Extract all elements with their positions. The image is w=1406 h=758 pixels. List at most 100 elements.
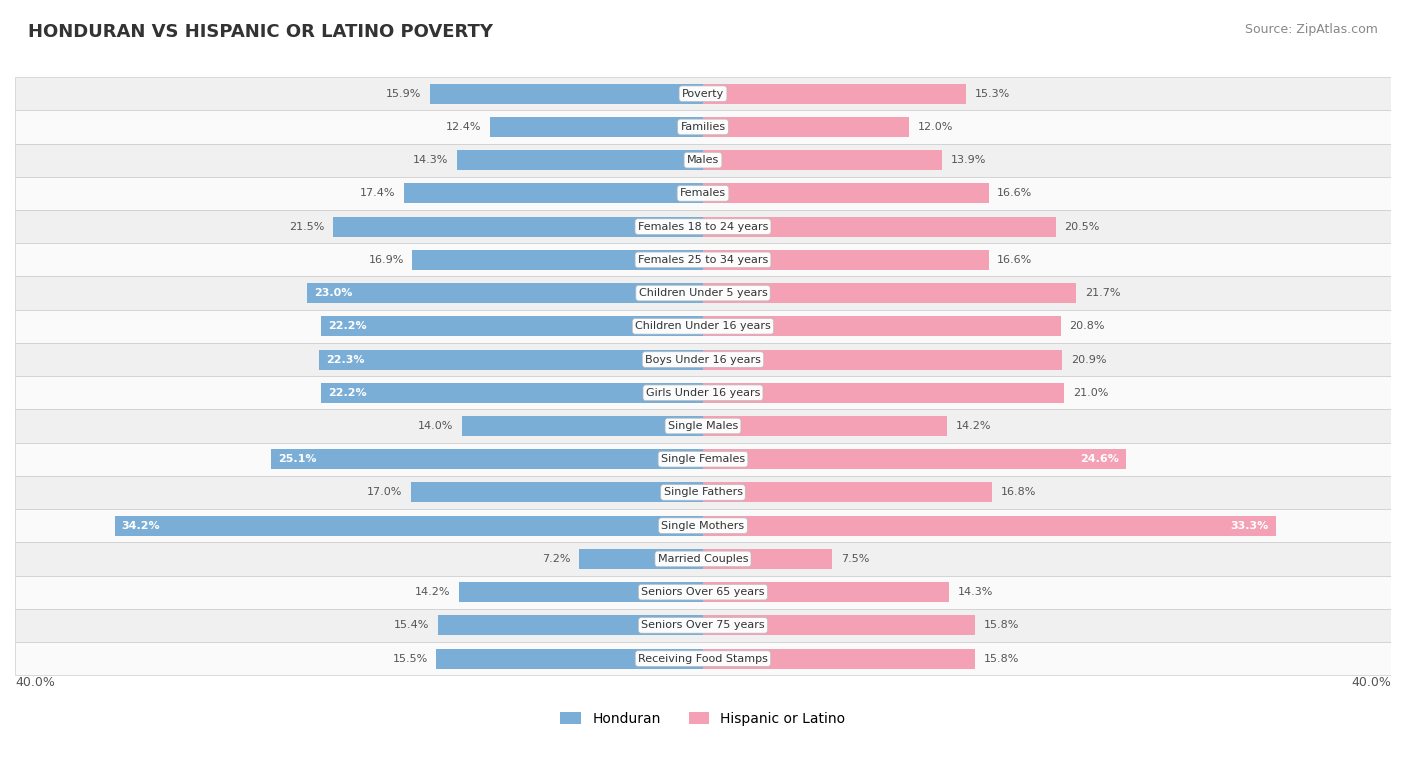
Text: 33.3%: 33.3% xyxy=(1230,521,1268,531)
Text: 15.9%: 15.9% xyxy=(385,89,420,99)
Text: 22.2%: 22.2% xyxy=(328,321,367,331)
Text: 15.5%: 15.5% xyxy=(392,653,427,663)
Bar xyxy=(703,582,949,602)
Bar xyxy=(703,549,832,568)
Text: 12.0%: 12.0% xyxy=(918,122,953,132)
Bar xyxy=(115,515,703,536)
Text: 15.4%: 15.4% xyxy=(394,620,429,631)
Bar xyxy=(15,509,1391,542)
Text: 7.5%: 7.5% xyxy=(841,554,869,564)
Bar xyxy=(404,183,703,203)
Text: Males: Males xyxy=(688,155,718,165)
Text: 40.0%: 40.0% xyxy=(15,676,55,689)
Text: HONDURAN VS HISPANIC OR LATINO POVERTY: HONDURAN VS HISPANIC OR LATINO POVERTY xyxy=(28,23,494,41)
Text: 17.4%: 17.4% xyxy=(360,189,395,199)
Bar xyxy=(703,483,993,503)
Bar xyxy=(15,409,1391,443)
Text: Receiving Food Stamps: Receiving Food Stamps xyxy=(638,653,768,663)
Text: Seniors Over 65 years: Seniors Over 65 years xyxy=(641,587,765,597)
Text: Poverty: Poverty xyxy=(682,89,724,99)
Bar xyxy=(15,642,1391,675)
Bar xyxy=(703,217,1056,236)
Text: 16.6%: 16.6% xyxy=(997,255,1032,265)
Text: 25.1%: 25.1% xyxy=(278,454,316,464)
Text: Married Couples: Married Couples xyxy=(658,554,748,564)
Bar xyxy=(321,316,703,337)
Bar xyxy=(411,483,703,503)
Bar xyxy=(703,250,988,270)
Bar xyxy=(15,476,1391,509)
Bar xyxy=(703,283,1076,303)
Bar xyxy=(15,77,1391,111)
Text: 16.8%: 16.8% xyxy=(1001,487,1036,497)
Text: Females: Females xyxy=(681,189,725,199)
Text: 20.5%: 20.5% xyxy=(1064,221,1099,232)
Text: Source: ZipAtlas.com: Source: ZipAtlas.com xyxy=(1244,23,1378,36)
Bar xyxy=(703,615,974,635)
Text: 16.9%: 16.9% xyxy=(368,255,404,265)
Text: 21.7%: 21.7% xyxy=(1085,288,1121,298)
Text: 14.3%: 14.3% xyxy=(957,587,993,597)
Bar xyxy=(457,150,703,170)
Text: 13.9%: 13.9% xyxy=(950,155,986,165)
Bar xyxy=(703,383,1064,402)
Bar xyxy=(703,117,910,137)
Text: 22.2%: 22.2% xyxy=(328,388,367,398)
Bar xyxy=(579,549,703,568)
Bar xyxy=(703,649,974,669)
Bar xyxy=(15,609,1391,642)
Text: 15.8%: 15.8% xyxy=(983,653,1019,663)
Text: 34.2%: 34.2% xyxy=(122,521,160,531)
Bar xyxy=(15,111,1391,143)
Bar xyxy=(703,316,1060,337)
Bar xyxy=(15,243,1391,277)
Text: 22.3%: 22.3% xyxy=(326,355,364,365)
Text: Single Females: Single Females xyxy=(661,454,745,464)
Bar xyxy=(436,649,703,669)
Text: Boys Under 16 years: Boys Under 16 years xyxy=(645,355,761,365)
Bar xyxy=(15,177,1391,210)
Bar xyxy=(15,343,1391,376)
Text: 20.8%: 20.8% xyxy=(1070,321,1105,331)
Text: Females 18 to 24 years: Females 18 to 24 years xyxy=(638,221,768,232)
Bar xyxy=(15,575,1391,609)
Text: 21.5%: 21.5% xyxy=(290,221,325,232)
Bar xyxy=(489,117,703,137)
Text: Females 25 to 34 years: Females 25 to 34 years xyxy=(638,255,768,265)
Text: Seniors Over 75 years: Seniors Over 75 years xyxy=(641,620,765,631)
Bar xyxy=(703,449,1126,469)
Text: Children Under 5 years: Children Under 5 years xyxy=(638,288,768,298)
Text: 24.6%: 24.6% xyxy=(1080,454,1119,464)
Bar xyxy=(319,349,703,369)
Bar xyxy=(15,143,1391,177)
Text: Families: Families xyxy=(681,122,725,132)
Bar xyxy=(412,250,703,270)
Bar xyxy=(321,383,703,402)
Bar xyxy=(15,542,1391,575)
Text: 23.0%: 23.0% xyxy=(315,288,353,298)
Text: Single Mothers: Single Mothers xyxy=(661,521,745,531)
Bar xyxy=(271,449,703,469)
Text: Single Males: Single Males xyxy=(668,421,738,431)
Text: 21.0%: 21.0% xyxy=(1073,388,1108,398)
Bar xyxy=(703,349,1063,369)
Text: 15.3%: 15.3% xyxy=(974,89,1010,99)
Text: 16.6%: 16.6% xyxy=(997,189,1032,199)
Text: 14.0%: 14.0% xyxy=(418,421,454,431)
Bar xyxy=(439,615,703,635)
Bar xyxy=(703,150,942,170)
Text: 15.8%: 15.8% xyxy=(983,620,1019,631)
Text: 14.2%: 14.2% xyxy=(956,421,991,431)
Bar xyxy=(429,83,703,104)
Text: 14.3%: 14.3% xyxy=(413,155,449,165)
Bar xyxy=(463,416,703,436)
Bar xyxy=(333,217,703,236)
Text: 7.2%: 7.2% xyxy=(543,554,571,564)
Bar xyxy=(703,515,1275,536)
Bar xyxy=(15,210,1391,243)
Text: Single Fathers: Single Fathers xyxy=(664,487,742,497)
Bar xyxy=(15,376,1391,409)
Text: Girls Under 16 years: Girls Under 16 years xyxy=(645,388,761,398)
Bar xyxy=(15,310,1391,343)
Text: 12.4%: 12.4% xyxy=(446,122,481,132)
